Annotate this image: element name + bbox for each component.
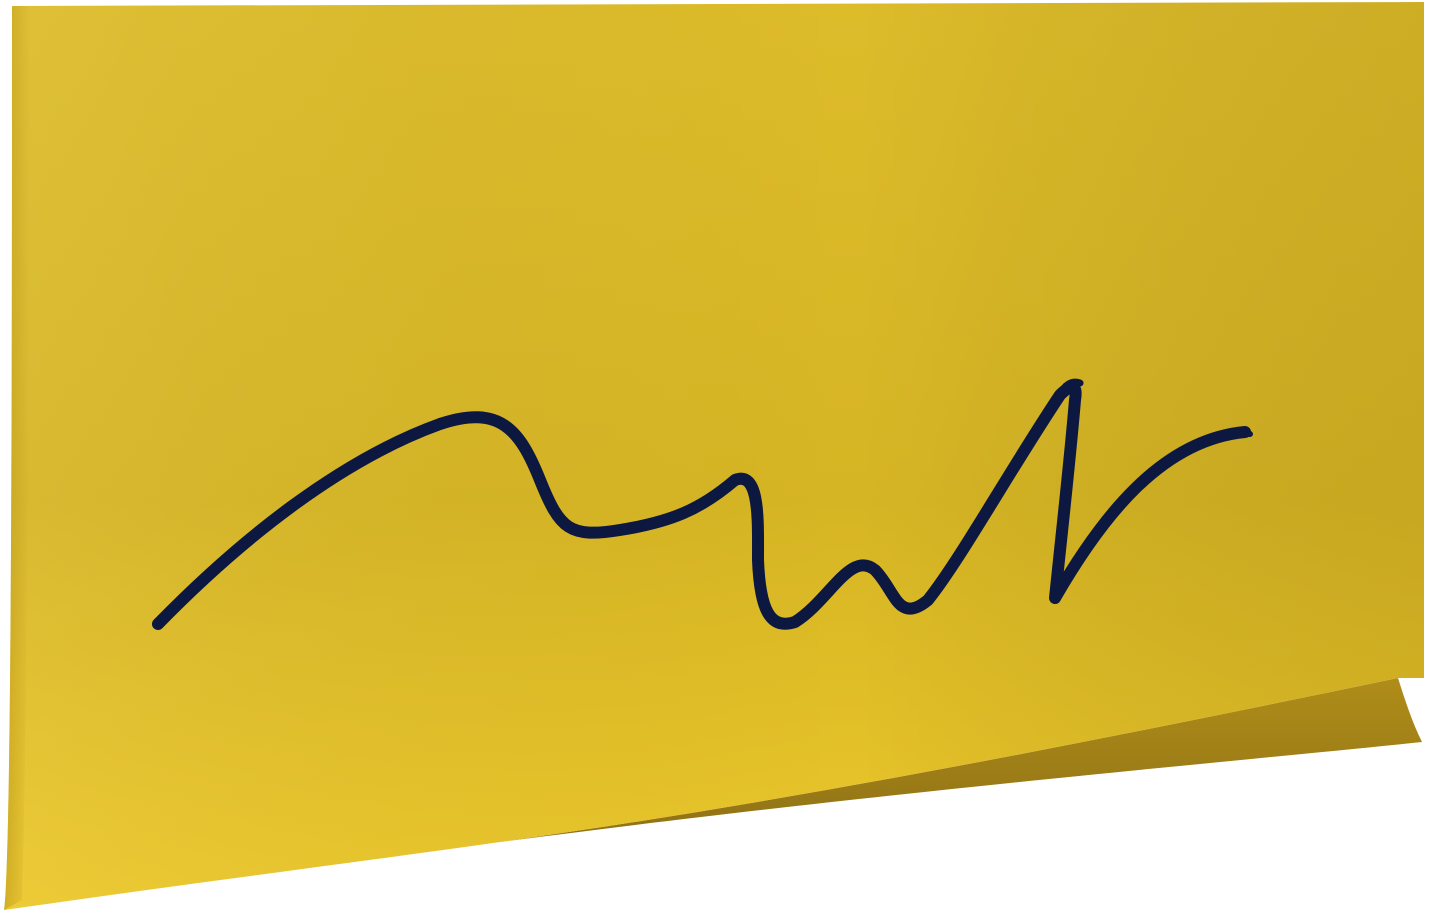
paper-shading	[4, 2, 1424, 910]
paper-left-edge	[4, 6, 30, 910]
signature-scribble	[152, 378, 1253, 630]
curled-corner	[500, 678, 1422, 842]
